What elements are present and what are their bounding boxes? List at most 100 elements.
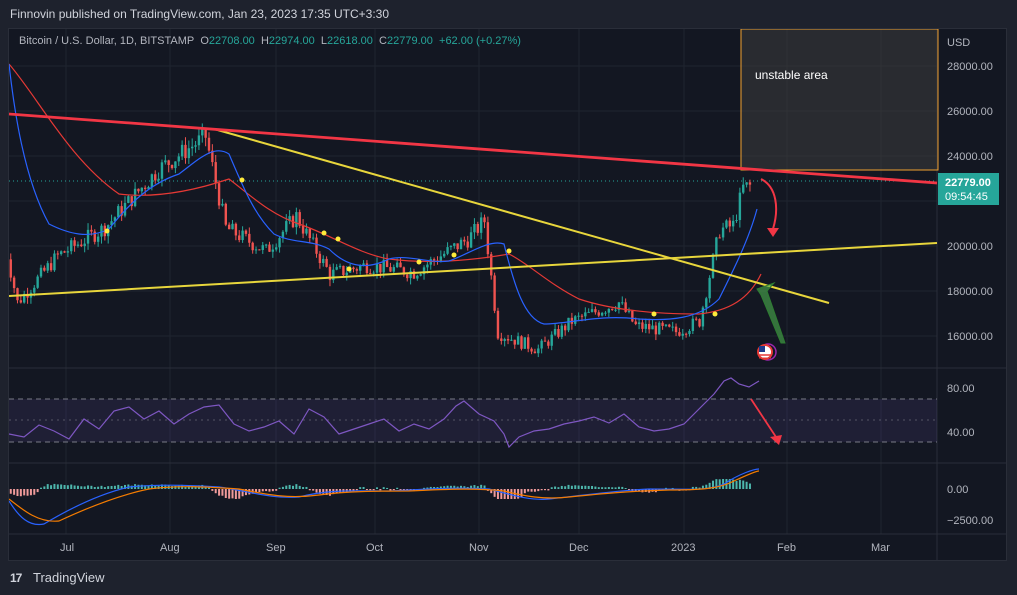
macd-histogram-bar [103, 487, 106, 489]
candle-body [574, 316, 577, 324]
macd-histogram-bar [90, 485, 93, 489]
candle-body [281, 231, 285, 239]
candle-body [419, 274, 422, 276]
candle-body [634, 321, 637, 325]
macd-histogram-bar [369, 489, 372, 491]
candle-body [715, 237, 718, 255]
macd-histogram-bar [691, 486, 694, 489]
candle-body [369, 273, 372, 275]
candle-body [154, 174, 157, 181]
price-chart-svg[interactable]: unstable area [9, 29, 1007, 561]
candle-body [315, 237, 318, 254]
candle-body [711, 254, 715, 278]
macd-histogram-bar [218, 489, 221, 496]
candle-body [483, 217, 486, 223]
candle-body [76, 244, 80, 246]
macd-histogram-bar [456, 486, 459, 489]
macd-histogram-bar [557, 487, 560, 489]
candle-body [684, 333, 688, 335]
candle-body [587, 311, 590, 313]
candle-body [147, 187, 150, 189]
macd-histogram-bar [533, 489, 536, 492]
candle-body [217, 183, 221, 206]
macd-histogram-bar [453, 485, 456, 489]
candle-body [201, 128, 204, 136]
chart-panel[interactable]: unstable area [8, 28, 1007, 561]
macd-histogram-bar [265, 489, 268, 492]
macd-histogram-bar [147, 485, 150, 489]
macd-histogram-bar [742, 480, 745, 489]
candle-body [110, 221, 113, 226]
macd-histogram-bar [463, 486, 466, 489]
candle-body [120, 206, 123, 216]
candle-body [211, 150, 214, 163]
candle-body [432, 259, 436, 261]
candle-body [668, 324, 671, 327]
candle-body [735, 220, 738, 222]
price-tick: 16000.00 [947, 331, 993, 343]
red-down-arrow-price[interactable] [760, 178, 778, 230]
macd-histogram-bar [231, 489, 234, 499]
descending-trendline[interactable] [213, 128, 830, 304]
price-tick: 24000.00 [947, 151, 993, 163]
macd-histogram-bar [302, 487, 305, 489]
candle-body [288, 216, 291, 222]
macd-histogram-bar [520, 489, 523, 498]
candle-body [550, 334, 553, 346]
candle-body [658, 322, 661, 335]
candle-body [422, 267, 426, 275]
candle-body [681, 333, 684, 336]
macd-histogram-bar [184, 486, 187, 489]
macd-histogram-bar [295, 484, 298, 489]
macd-histogram-bar [144, 485, 147, 489]
macd-histogram-bar [436, 487, 439, 489]
macd-histogram-bar [718, 479, 721, 489]
macd-signal-line [9, 470, 760, 522]
macd-histogram-bar [433, 486, 436, 489]
candle-body [191, 146, 194, 149]
macd-tick: −2500.00 [947, 515, 993, 527]
candle-body [631, 310, 634, 322]
candle-body [402, 267, 406, 275]
candle-body [688, 330, 691, 335]
candle-body [456, 243, 459, 250]
macd-histogram-bar [124, 484, 126, 489]
macd-histogram-bar [40, 487, 42, 489]
unstable-area-box[interactable] [740, 29, 939, 171]
candle-body [23, 293, 26, 303]
green-arrow-annotation[interactable] [756, 281, 786, 344]
candle-body [527, 337, 530, 349]
candle-body [543, 340, 547, 342]
support-trendline[interactable] [9, 242, 938, 297]
macd-histogram-bar [671, 487, 674, 489]
candle-body [143, 187, 147, 189]
candle-body [748, 182, 752, 185]
tradingview-logo-icon[interactable]: 17 [10, 571, 22, 585]
candle-body [409, 271, 412, 279]
macd-histogram-bar [315, 489, 318, 493]
candle-body [295, 212, 298, 228]
price-axis-currency: USD [947, 37, 970, 49]
candle-body [56, 253, 59, 255]
us-flag-event-icon[interactable] [757, 343, 777, 361]
candle-body [170, 165, 174, 169]
candle-body [298, 212, 301, 226]
candle-body [16, 288, 19, 301]
macd-histogram-bar [255, 489, 258, 493]
candle-body [9, 259, 12, 278]
macd-histogram-bar [564, 486, 567, 489]
macd-histogram-bar [476, 486, 479, 489]
time-tick: Mar [871, 542, 890, 554]
symbol-legend[interactable]: Bitcoin / U.S. Dollar, 1D, BITSTAMP O227… [19, 35, 521, 47]
red-arrowhead-price [767, 228, 779, 237]
macd-histogram-bar [621, 486, 624, 489]
footer-brand[interactable]: TradingView [33, 570, 105, 585]
candle-body [533, 351, 537, 354]
resistance-trendline[interactable] [9, 112, 938, 185]
time-tick: Sep [266, 542, 286, 554]
candles-layer [9, 123, 752, 358]
red-down-arrow-rsi[interactable] [750, 398, 777, 438]
macd-histogram-bar [43, 486, 46, 489]
candle-body [187, 148, 191, 159]
macd-histogram-bar [160, 484, 163, 489]
